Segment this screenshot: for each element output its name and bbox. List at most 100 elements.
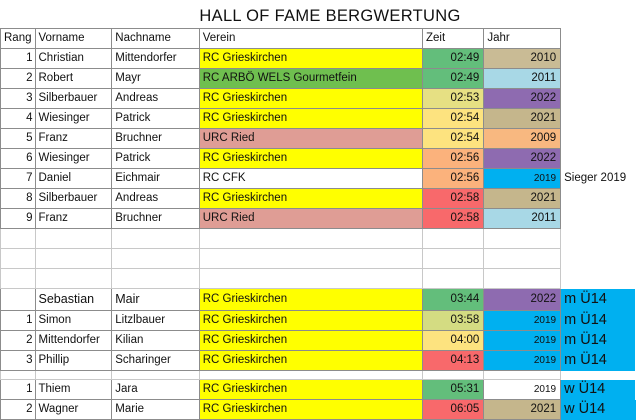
vorname-cell[interactable]: Simon [34, 310, 113, 331]
jahr-cell[interactable]: 2019 [483, 379, 562, 400]
nachname-cell[interactable]: Jara [111, 379, 200, 400]
vorname-cell[interactable]: Daniel [34, 168, 113, 189]
vorname-cell[interactable]: Wiesinger [34, 108, 113, 129]
nachname-cell[interactable]: Andreas [111, 88, 200, 109]
header-verein[interactable]: Verein [198, 28, 424, 49]
nachname-cell[interactable]: Kilian [111, 330, 200, 351]
header-zeit[interactable]: Zeit [422, 28, 485, 49]
nachname-cell[interactable]: Patrick [111, 108, 200, 129]
rang-cell[interactable]: 9 [0, 208, 36, 229]
vorname-cell[interactable]: Phillip [34, 350, 113, 371]
nachname-cell[interactable]: Marie [111, 399, 200, 420]
header-rang[interactable]: Rang [0, 28, 36, 49]
category-cell[interactable]: m Ü14 [560, 288, 636, 311]
jahr-cell[interactable]: 2019 [483, 310, 562, 331]
note-cell[interactable]: Sieger 2019 [564, 172, 627, 184]
empty-cell[interactable] [0, 268, 36, 289]
category-cell[interactable]: m Ü14 [560, 330, 636, 351]
rang-cell[interactable]: 3 [0, 88, 36, 109]
jahr-cell[interactable]: 2011 [483, 68, 562, 89]
rang-cell[interactable] [0, 288, 36, 311]
empty-cell[interactable] [561, 229, 636, 249]
empty-cell[interactable] [34, 248, 113, 269]
empty-cell[interactable] [483, 268, 562, 289]
note-cell[interactable] [561, 109, 636, 129]
vorname-cell[interactable]: Wagner [34, 399, 113, 420]
rang-cell[interactable]: 7 [0, 168, 36, 189]
note-cell[interactable] [561, 129, 636, 149]
zeit-cell[interactable]: 03:44 [422, 288, 485, 311]
nachname-cell[interactable]: Bruchner [111, 208, 200, 229]
rang-cell[interactable]: 2 [0, 399, 36, 420]
verein-cell[interactable]: RC Grieskirchen [198, 399, 424, 420]
note-cell[interactable] [561, 49, 636, 69]
jahr-cell[interactable]: 2021 [483, 399, 562, 420]
vorname-cell[interactable]: Franz [34, 128, 113, 149]
verein-cell[interactable]: RC CFK [198, 168, 424, 189]
empty-cell[interactable] [198, 248, 424, 269]
empty-cell[interactable] [34, 370, 113, 380]
nachname-cell[interactable]: Patrick [111, 148, 200, 169]
vorname-cell[interactable]: Christian [34, 48, 113, 69]
vorname-cell[interactable]: Silberbauer [34, 188, 113, 209]
category-cell[interactable]: m Ü14 [560, 310, 636, 331]
category-cell[interactable]: w Ü14 [560, 399, 636, 420]
empty-cell[interactable] [111, 370, 200, 380]
nachname-cell[interactable]: Eichmair [111, 168, 200, 189]
empty-cell[interactable] [422, 248, 485, 269]
empty-cell[interactable] [111, 268, 200, 289]
zeit-cell[interactable]: 02:56 [422, 168, 485, 189]
header-nachname[interactable]: Nachname [111, 28, 200, 49]
header-jahr[interactable]: Jahr [483, 28, 562, 49]
zeit-cell[interactable]: 02:49 [422, 48, 485, 69]
jahr-cell[interactable]: 2022 [483, 148, 562, 169]
verein-cell[interactable]: RC ARBÖ WELS Gourmetfein [198, 68, 424, 89]
jahr-cell[interactable]: 2022 [483, 88, 562, 109]
empty-cell[interactable] [483, 370, 562, 380]
verein-cell[interactable]: RC Grieskirchen [198, 108, 424, 129]
verein-cell[interactable]: RC Grieskirchen [198, 48, 424, 69]
nachname-cell[interactable]: Litzlbauer [111, 310, 200, 331]
vorname-cell[interactable]: Mittendorfer [34, 330, 113, 351]
verein-cell[interactable]: URC Ried [198, 208, 424, 229]
nachname-cell[interactable]: Bruchner [111, 128, 200, 149]
nachname-cell[interactable]: Andreas [111, 188, 200, 209]
zeit-cell[interactable]: 06:05 [422, 399, 485, 420]
zeit-cell[interactable]: 04:00 [422, 330, 485, 351]
empty-cell[interactable] [0, 370, 36, 380]
rang-cell[interactable]: 1 [0, 48, 36, 69]
jahr-cell[interactable]: 2010 [483, 48, 562, 69]
empty-cell[interactable] [111, 248, 200, 269]
empty-cell[interactable] [198, 370, 424, 380]
jahr-cell[interactable]: 2009 [483, 128, 562, 149]
jahr-cell[interactable]: 2019 [483, 330, 562, 351]
verein-cell[interactable]: RC Grieskirchen [198, 310, 424, 331]
verein-cell[interactable]: URC Ried [198, 128, 424, 149]
rang-cell[interactable]: 3 [0, 350, 36, 371]
zeit-cell[interactable]: 02:56 [422, 148, 485, 169]
verein-cell[interactable]: RC Grieskirchen [198, 350, 424, 371]
jahr-cell[interactable]: 2019 [483, 350, 562, 371]
vorname-cell[interactable]: Sebastian [34, 288, 113, 311]
zeit-cell[interactable]: 02:58 [422, 188, 485, 209]
nachname-cell[interactable]: Mair [111, 288, 200, 311]
rang-cell[interactable]: 6 [0, 148, 36, 169]
header-extra[interactable] [561, 29, 636, 49]
verein-cell[interactable]: RC Grieskirchen [198, 148, 424, 169]
vorname-cell[interactable]: Silberbauer [34, 88, 113, 109]
jahr-cell[interactable]: 2019 [483, 168, 562, 189]
zeit-cell[interactable]: 02:49 [422, 68, 485, 89]
empty-cell[interactable] [422, 268, 485, 289]
rang-cell[interactable]: 4 [0, 108, 36, 129]
rang-cell[interactable]: 1 [0, 379, 36, 400]
empty-cell[interactable] [561, 269, 636, 289]
header-vorname[interactable]: Vorname [34, 28, 113, 49]
zeit-cell[interactable]: 02:54 [422, 108, 485, 129]
rang-cell[interactable]: 2 [0, 68, 36, 89]
note-cell[interactable] [561, 149, 636, 169]
nachname-cell[interactable]: Mayr [111, 68, 200, 89]
zeit-cell[interactable]: 02:54 [422, 128, 485, 149]
empty-cell[interactable] [198, 268, 424, 289]
verein-cell[interactable]: RC Grieskirchen [198, 188, 424, 209]
empty-cell[interactable] [0, 228, 36, 249]
